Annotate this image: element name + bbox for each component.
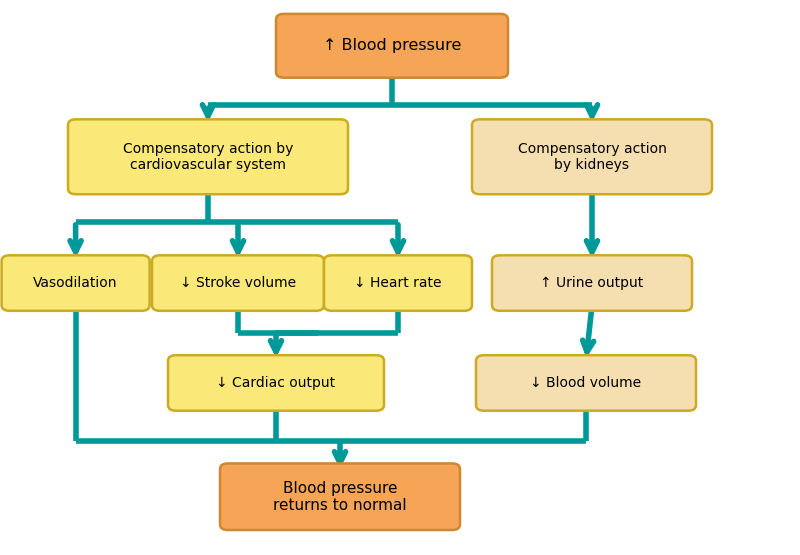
FancyBboxPatch shape bbox=[276, 14, 508, 78]
Text: ↑ Blood pressure: ↑ Blood pressure bbox=[323, 38, 461, 53]
Text: ↓ Stroke volume: ↓ Stroke volume bbox=[180, 276, 296, 290]
Text: Compensatory action by
cardiovascular system: Compensatory action by cardiovascular sy… bbox=[123, 142, 293, 172]
FancyBboxPatch shape bbox=[152, 255, 324, 311]
FancyBboxPatch shape bbox=[492, 255, 692, 311]
Text: ↓ Heart rate: ↓ Heart rate bbox=[354, 276, 442, 290]
Text: ↓ Cardiac output: ↓ Cardiac output bbox=[217, 376, 335, 390]
FancyBboxPatch shape bbox=[472, 119, 712, 194]
Text: Blood pressure
returns to normal: Blood pressure returns to normal bbox=[273, 481, 407, 513]
FancyBboxPatch shape bbox=[220, 463, 460, 530]
FancyBboxPatch shape bbox=[68, 119, 348, 194]
FancyBboxPatch shape bbox=[324, 255, 472, 311]
FancyBboxPatch shape bbox=[476, 355, 696, 411]
Text: ↑ Urine output: ↑ Urine output bbox=[540, 276, 644, 290]
Text: ↓ Blood volume: ↓ Blood volume bbox=[530, 376, 642, 390]
FancyBboxPatch shape bbox=[2, 255, 150, 311]
FancyBboxPatch shape bbox=[168, 355, 384, 411]
Text: Compensatory action
by kidneys: Compensatory action by kidneys bbox=[518, 142, 666, 172]
Text: Vasodilation: Vasodilation bbox=[34, 276, 118, 290]
